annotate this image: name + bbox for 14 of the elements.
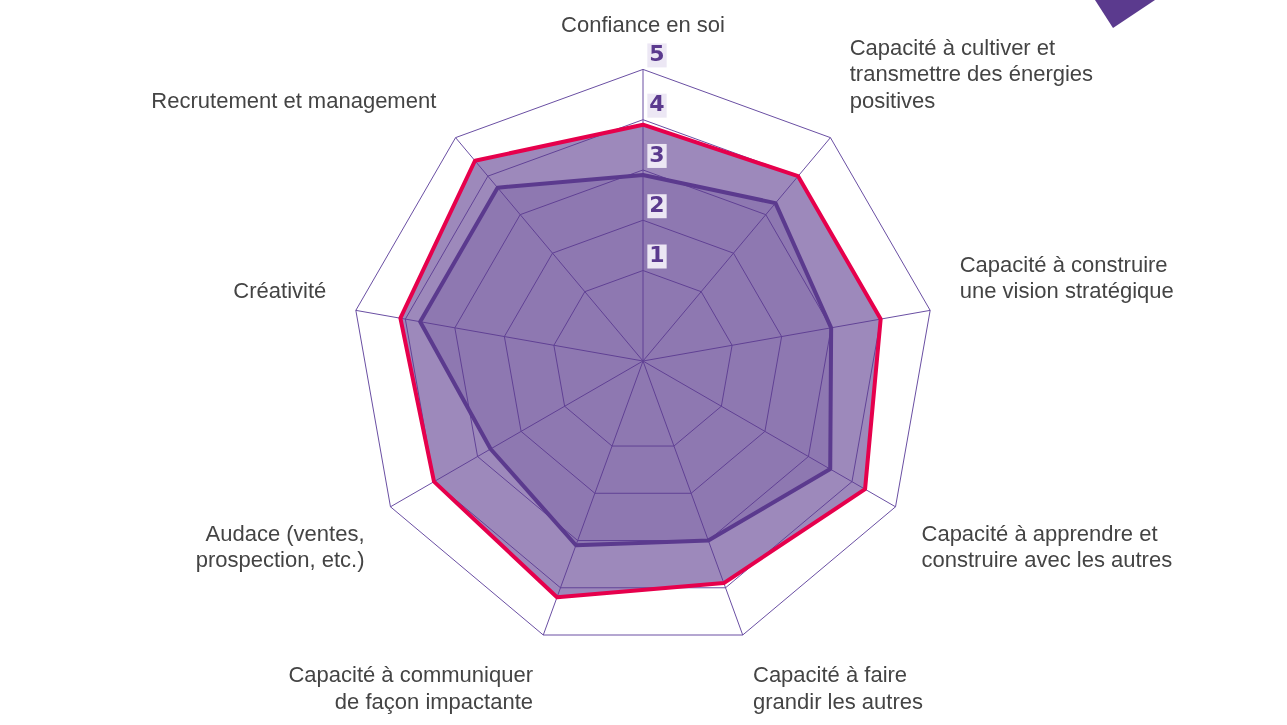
y-tick-label: 2 — [649, 191, 665, 217]
spoke-label: Capacité à faire grandir les autres — [752, 662, 923, 714]
spoke-label: Capacité à apprendre et construire avec les autres — [921, 521, 1173, 573]
spoke-label: Confiance en soi — [561, 12, 725, 38]
y-tick-label: 5 — [649, 41, 665, 67]
spoke-label: Capacité à communiquer de façon impactante — [288, 662, 534, 714]
spoke-label: Capacité à construire une vision stratégique — [959, 251, 1174, 304]
y-tick-label: 4 — [649, 91, 665, 117]
y-tick-label: 3 — [649, 141, 665, 167]
spoke-label: Audace (ventes, prospection, etc.) — [195, 521, 365, 573]
spoke-label: Créativité — [233, 278, 327, 304]
y-tick-label: 1 — [649, 242, 665, 268]
spoke-label: Recrutement et management — [151, 87, 437, 113]
spoke-label: Capacité à cultiver et transmettre des énergies positives — [849, 34, 1094, 113]
